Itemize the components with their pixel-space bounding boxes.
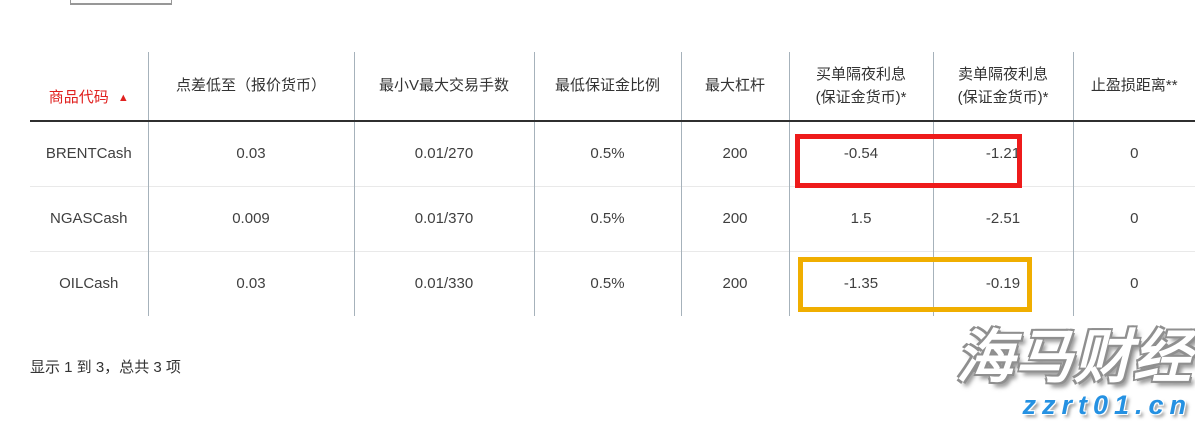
column-header-spread: 点差低至（报价货币） bbox=[147, 52, 354, 122]
table-row: NGASCash 0.009 0.01/370 0.5% 200 1.5 -2.… bbox=[30, 185, 1195, 251]
header-row: 商品代码 ▲ 点差低至（报价货币） 最小V最大交易手数 最低保证金比例 最大杠杆 … bbox=[30, 52, 1195, 122]
column-header-margin-ratio: 最低保证金比例 bbox=[533, 52, 681, 122]
cell-product-code: BRENTCash bbox=[45, 145, 132, 163]
watermark-brand-text: 海马财经 bbox=[955, 325, 1192, 390]
table-row: OILCash 0.03 0.01/330 0.5% 200 -1.35 -0.… bbox=[30, 250, 1195, 316]
instruments-table-container: 商品代码 ▲ 点差低至（报价货币） 最小V最大交易手数 最低保证金比例 最大杠杆 … bbox=[30, 52, 1195, 316]
table-row: BRENTCash 0.03 0.01/270 0.5% 200 -0.54 -… bbox=[30, 121, 1195, 186]
column-header-buy-swap: 买单隔夜利息 (保证金货币)* bbox=[788, 52, 933, 122]
cell-margin-ratio: 0.5% bbox=[533, 185, 681, 251]
column-header-sell-swap: 卖单隔夜利息 (保证金货币)* bbox=[932, 52, 1073, 122]
cell-stop-distance: 0 bbox=[1072, 185, 1195, 251]
cell-spread: 0.03 bbox=[147, 121, 354, 186]
cell-stop-distance: 0 bbox=[1072, 121, 1195, 186]
cell-product-code: OILCash bbox=[30, 250, 148, 316]
watermark: 海马财经 zzrt01.cn bbox=[956, 326, 1192, 421]
column-header-max-leverage: 最大杠杆 bbox=[680, 52, 789, 122]
cell-lot-size: 0.01/370 bbox=[353, 185, 534, 251]
cell-buy-swap: -1.35 bbox=[788, 250, 933, 316]
cell-margin-ratio: 0.5% bbox=[533, 250, 681, 316]
column-header-stop-distance: 止盈损距离** bbox=[1072, 52, 1195, 122]
cell-sell-swap: -0.19 bbox=[932, 250, 1073, 316]
cell-product-code: NGASCash bbox=[30, 185, 148, 251]
column-header-label: 商品代码 bbox=[48, 89, 109, 106]
pagination-summary: 显示 1 到 3，总共 3 项 bbox=[30, 359, 181, 376]
cell-buy-swap: 1.5 bbox=[788, 185, 933, 251]
instruments-table: 商品代码 ▲ 点差低至（报价货币） 最小V最大交易手数 最低保证金比例 最大杠杆 … bbox=[30, 52, 1195, 316]
cell-lot-size: 0.01/270 bbox=[353, 121, 534, 186]
cell-buy-swap: -0.54 bbox=[788, 121, 933, 186]
cell-max-leverage: 200 bbox=[680, 121, 789, 186]
sort-asc-icon[interactable]: ▲ bbox=[117, 92, 129, 104]
column-header-lot-size: 最小V最大交易手数 bbox=[353, 52, 534, 122]
cutoff-top-button[interactable] bbox=[70, 0, 172, 5]
cell-max-leverage: 200 bbox=[680, 185, 789, 251]
cell-max-leverage: 200 bbox=[680, 250, 789, 316]
cell-spread: 0.009 bbox=[147, 185, 354, 251]
cell-sell-swap: -2.51 bbox=[932, 185, 1073, 251]
cell-spread: 0.03 bbox=[147, 250, 354, 316]
cell-sell-swap: -1.21 bbox=[932, 121, 1073, 186]
cell-lot-size: 0.01/330 bbox=[353, 250, 534, 316]
column-header-product-code[interactable]: 商品代码 ▲ bbox=[30, 52, 148, 122]
cell-stop-distance: 0 bbox=[1072, 250, 1195, 316]
cell-margin-ratio: 0.5% bbox=[533, 121, 681, 186]
watermark-site-text: zzrt01.cn bbox=[1022, 389, 1192, 420]
